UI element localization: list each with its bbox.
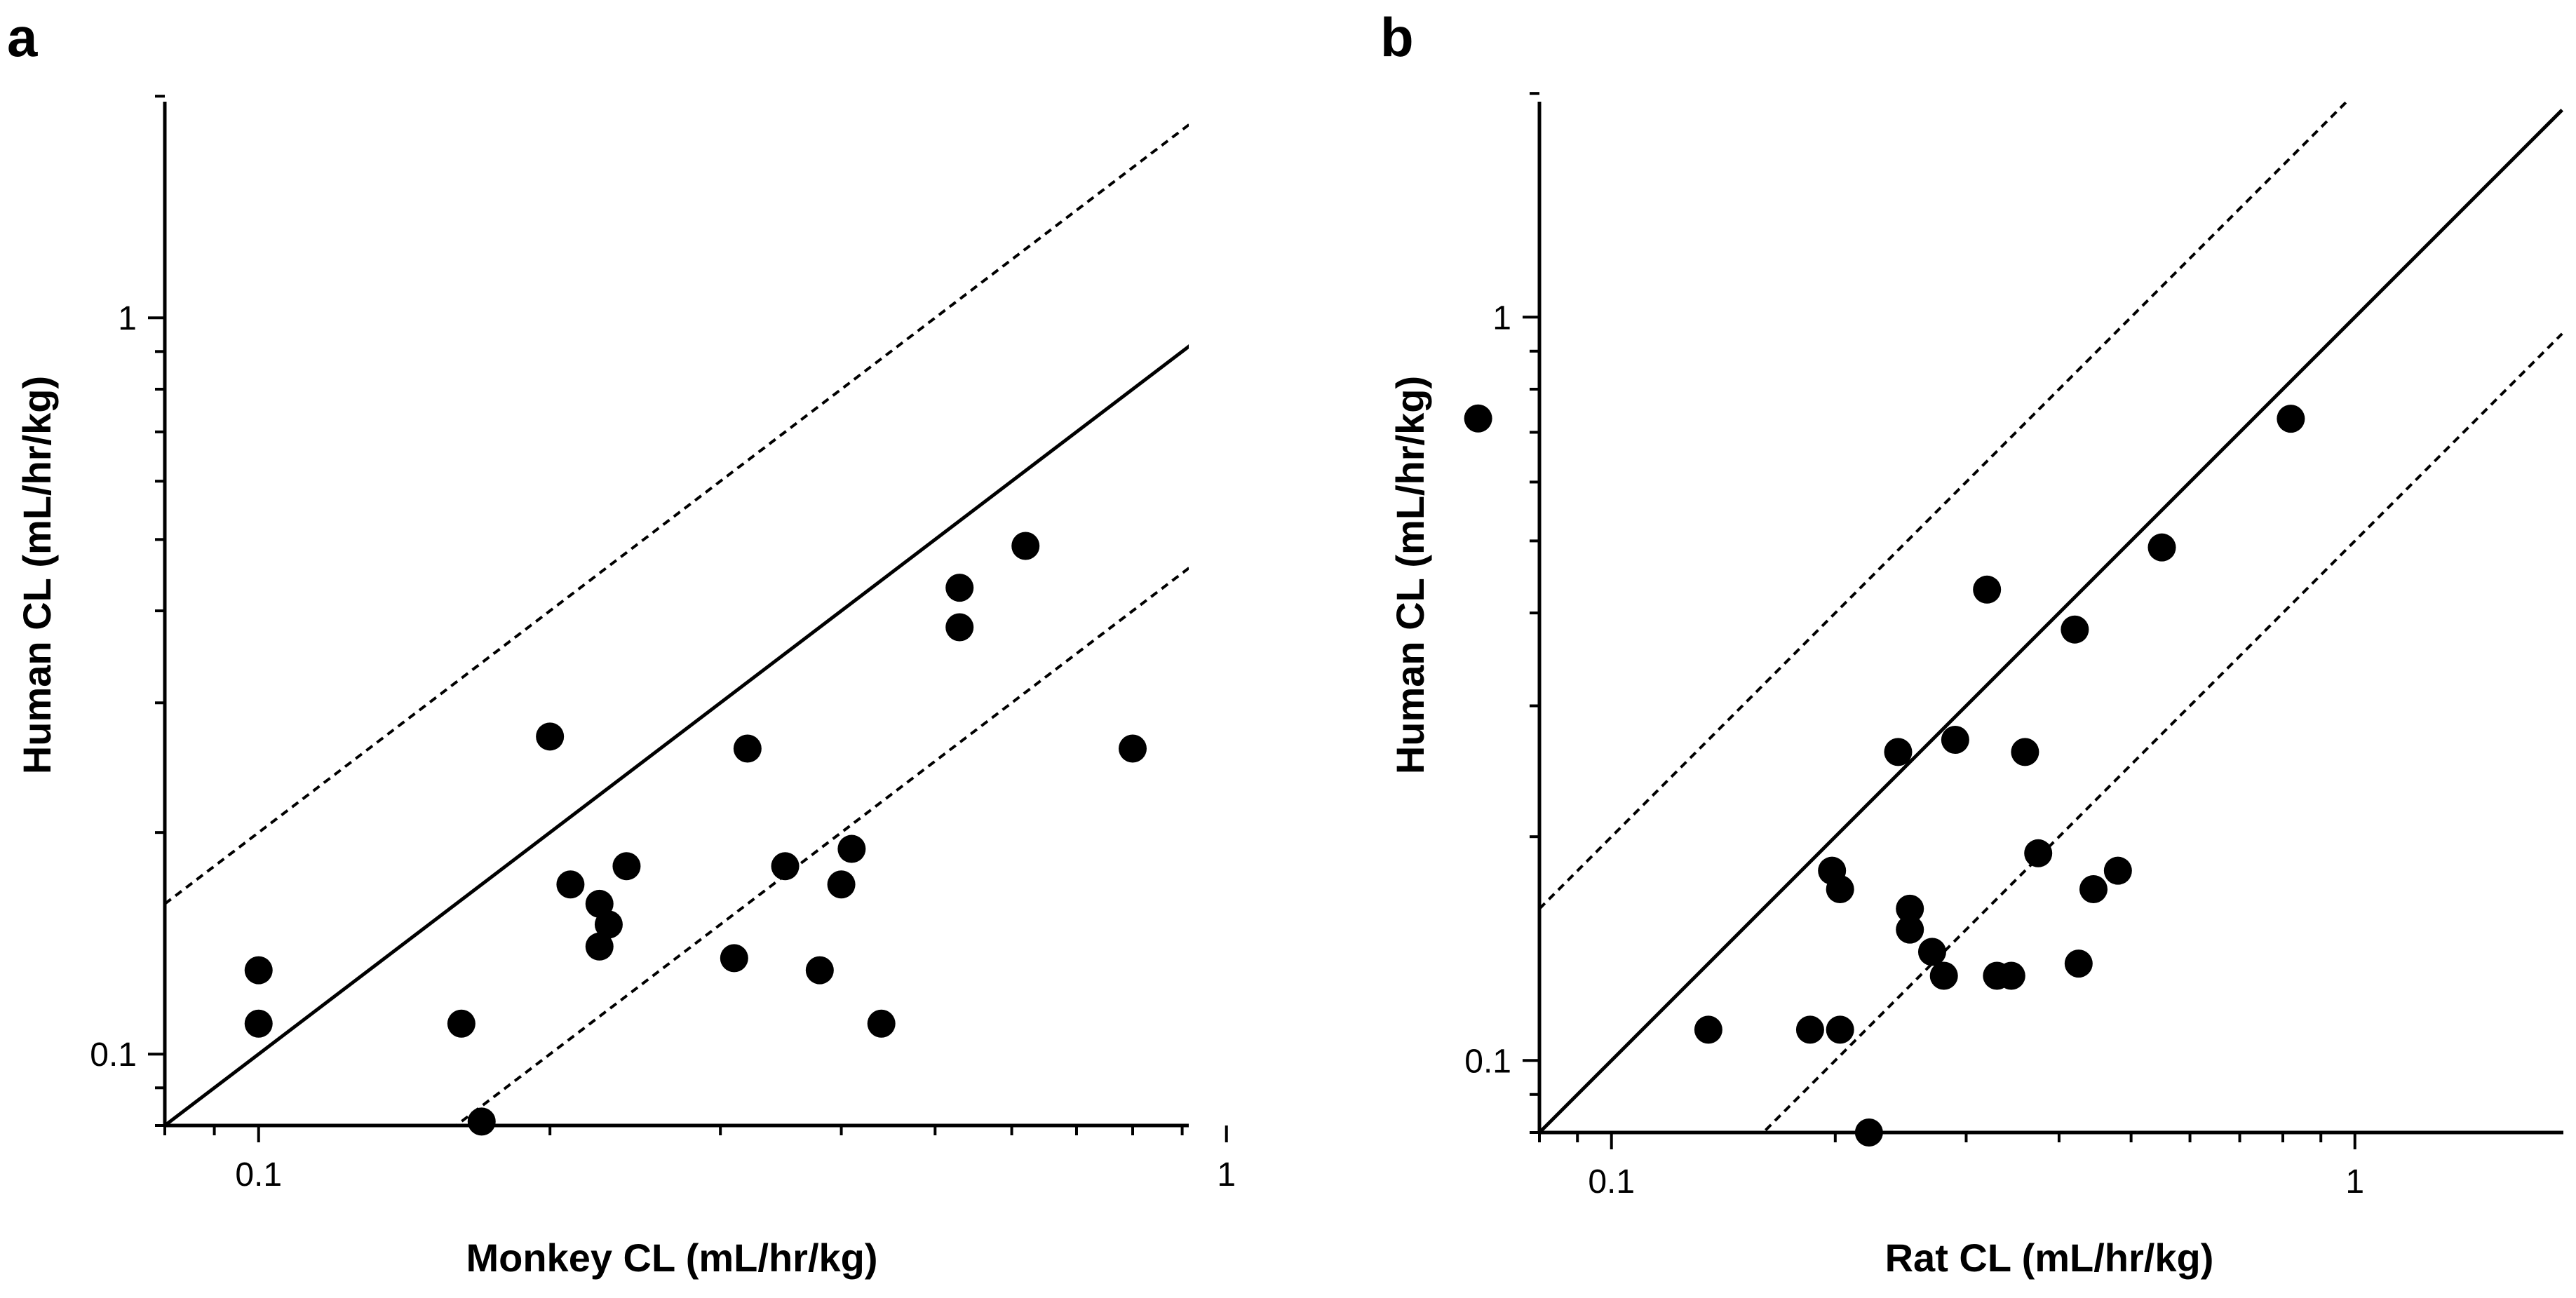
panel-b-upper-2fold-line xyxy=(1539,102,2349,910)
panel-b-x-tick-label: 1 xyxy=(2345,1163,2364,1201)
panel-a-data-point xyxy=(1119,734,1147,763)
panel-b-data-point xyxy=(2061,615,2089,644)
panel-a-data-point xyxy=(244,956,273,985)
panel-a-x-axis-label: Monkey CL (mL/hr/kg) xyxy=(466,1236,877,1280)
panel-b-data-point xyxy=(1896,915,1924,944)
panel-a-data-point xyxy=(827,870,856,899)
panel-a-data-point xyxy=(447,1009,476,1038)
panel-b-tick-labels: 0.1 1 0.1 1 xyxy=(1464,299,2364,1201)
panel-b-unity-line xyxy=(1539,109,2563,1133)
panel-b-data-point xyxy=(2277,405,2305,433)
panel-b-reference-lines xyxy=(1539,102,2563,1133)
panel-a-reference-lines xyxy=(165,123,1189,1125)
panel-b-data-point xyxy=(1973,575,2002,604)
panel-a-x-tick-label: 0.1 xyxy=(235,1156,282,1194)
panel-b-y-axis-label: Human CL (mL/hr/kg) xyxy=(1388,376,1432,774)
panel-a-data-point xyxy=(244,1009,273,1038)
panel-b-data-point xyxy=(1997,961,2025,990)
panel-a-lower-2fold-line xyxy=(454,566,1189,1125)
panel-b-letter: b xyxy=(1380,6,1414,68)
panel-a-unity-line xyxy=(165,344,1189,1125)
panel-a: a 0.1 1 0.1 1 Monkey CL (mL/hr/kg) Human CL… xyxy=(7,6,1492,1280)
panel-a-data-point xyxy=(733,734,762,763)
panel-b-data-point xyxy=(1941,726,1969,755)
panel-b-axes xyxy=(1523,92,2563,1149)
panel-a-data-point xyxy=(805,956,834,985)
panel-b-data-point xyxy=(1854,1118,1883,1147)
panel-b-data-point xyxy=(2079,874,2108,903)
panel-b-data-point xyxy=(1896,894,1924,923)
panel-b-data-point xyxy=(1884,738,1913,766)
panel-a-data-point xyxy=(467,1107,496,1136)
panel-b-lower-2fold-line xyxy=(1761,332,2563,1133)
panel-a-data-point xyxy=(536,722,565,751)
panel-a-x-tick-label: 1 xyxy=(1217,1156,1236,1194)
panel-b-data-point xyxy=(1694,1015,1722,1044)
panel-a-data-point xyxy=(594,910,623,939)
panel-a-tick-labels: 0.1 1 0.1 1 xyxy=(90,300,1236,1194)
panel-a-points xyxy=(244,404,1492,1136)
panel-a-data-point xyxy=(837,834,866,863)
panel-b: b 0.1 1 0.1 1 Rat CL (mL/hr/kg) Human CL (m… xyxy=(1380,6,2563,1280)
panel-a-data-point xyxy=(720,944,748,973)
panel-a-letter: a xyxy=(7,6,38,68)
panel-a-data-point xyxy=(1011,532,1040,560)
panel-b-y-tick-label: 1 xyxy=(1492,299,1511,337)
panel-a-axes xyxy=(148,95,1228,1142)
panel-b-data-point xyxy=(1826,1015,1854,1044)
panel-a-data-point xyxy=(945,613,974,642)
panel-b-data-point xyxy=(2064,949,2093,978)
panel-b-data-point xyxy=(1826,874,1854,903)
panel-a-y-axis-label: Human CL (mL/hr/kg) xyxy=(15,376,59,774)
panel-a-data-point xyxy=(945,574,974,602)
panel-b-data-point xyxy=(1929,961,1958,990)
panel-b-data-point xyxy=(1917,938,1946,966)
panel-a-data-point xyxy=(612,852,641,881)
panel-a-upper-2fold-line xyxy=(165,123,1189,905)
panel-a-data-point xyxy=(556,870,585,899)
panel-a-data-point xyxy=(867,1009,896,1038)
panel-b-data-point xyxy=(2147,533,2176,562)
panel-b-data-point xyxy=(2011,738,2039,766)
panel-a-y-tick-label: 1 xyxy=(118,300,137,337)
panel-a-data-point xyxy=(585,932,614,961)
panel-b-y-tick-label: 0.1 xyxy=(1464,1043,1511,1080)
panel-b-points xyxy=(1694,405,2305,1147)
panel-a-y-tick-label: 0.1 xyxy=(90,1036,137,1074)
panel-b-x-axis-label: Rat CL (mL/hr/kg) xyxy=(1885,1236,2214,1280)
panel-b-data-point xyxy=(2024,839,2053,867)
panel-b-data-point xyxy=(1795,1015,1824,1044)
panel-a-data-point xyxy=(1464,404,1492,433)
panel-b-x-tick-label: 0.1 xyxy=(1588,1163,1635,1201)
panel-a-data-point xyxy=(771,852,800,881)
panel-b-data-point xyxy=(2103,856,2132,885)
